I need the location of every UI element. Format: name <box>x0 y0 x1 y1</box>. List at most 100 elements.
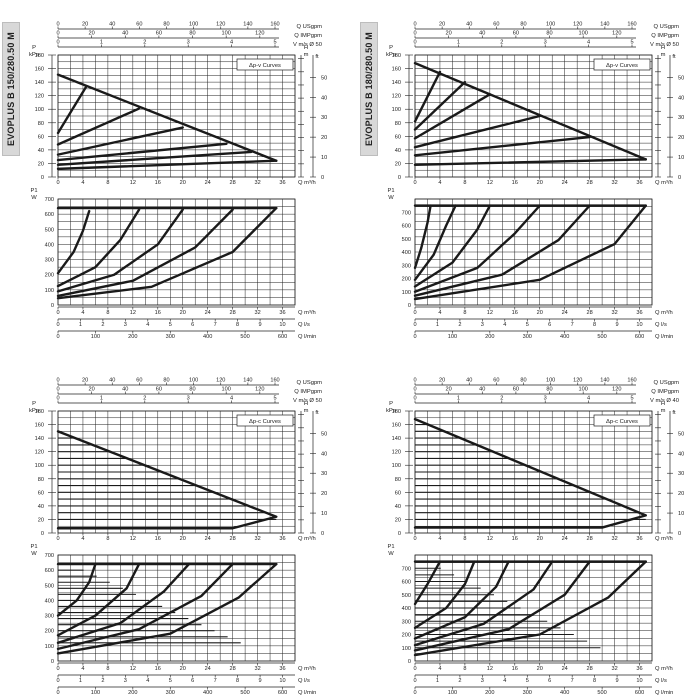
y-tick-label: 120 <box>35 450 44 456</box>
power-tick-label: 7 <box>571 678 574 684</box>
top-tick-label: 60 <box>136 378 142 384</box>
power-tick-label: 7 <box>214 678 217 684</box>
y3-tick-label: 30 <box>678 471 684 477</box>
power-tick-label: 16 <box>155 310 161 316</box>
power-tick-label: 0 <box>56 678 59 684</box>
top-tick-label: 120 <box>255 387 264 393</box>
power-y-tick-label: 400 <box>45 242 54 248</box>
power-curve <box>56 562 141 637</box>
top-axis-label: Q IMPgpm <box>294 33 322 39</box>
power-y-tick-label: 100 <box>402 646 411 652</box>
power-tick-label: 0 <box>413 310 416 316</box>
top-tick-label: 5 <box>273 396 276 402</box>
power-tick-label: 7 <box>214 322 217 328</box>
top-tick-label: 20 <box>89 387 95 393</box>
power-y-tick-label: 0 <box>408 659 411 665</box>
top-tick-label: 40 <box>122 31 128 37</box>
y-tick-label: 120 <box>392 94 401 100</box>
power-axis-label: Q l/s <box>298 322 310 328</box>
power-tick-label: 8 <box>593 322 596 328</box>
head-curve <box>413 61 647 161</box>
top-tick-label: 120 <box>216 22 225 28</box>
power-y-label: W <box>31 551 37 557</box>
top-tick-label: 0 <box>56 40 59 46</box>
top-tick-label: 0 <box>413 22 416 28</box>
x-tick-label: 0 <box>413 536 416 542</box>
power-tick-label: 1 <box>436 322 439 328</box>
power-tick-label: 8 <box>106 666 109 672</box>
top-tick-label: 0 <box>56 396 59 402</box>
top-tick-label: 5 <box>630 396 633 402</box>
y3-tick-label: 30 <box>321 471 327 477</box>
x-tick-label: 24 <box>562 180 568 186</box>
power-tick-label: 5 <box>526 678 529 684</box>
head-curve <box>413 114 541 149</box>
x-tick-label: 20 <box>537 536 543 542</box>
top-tick-label: 2 <box>143 40 146 46</box>
power-tick-label: 300 <box>523 690 532 696</box>
x-tick-label: 16 <box>155 180 161 186</box>
y3-tick-label: 40 <box>321 95 327 101</box>
top-tick-label: 60 <box>156 31 162 37</box>
power-tick-label: 0 <box>56 666 59 672</box>
power-curve <box>56 209 91 275</box>
top-tick-label: 1 <box>457 40 460 46</box>
y3-tick-label: 0 <box>678 175 681 181</box>
power-tick-label: 3 <box>481 322 484 328</box>
top-tick-label: 3 <box>187 40 190 46</box>
x-tick-label: 36 <box>636 536 642 542</box>
power-tick-label: 1 <box>436 678 439 684</box>
x-tick-label: 0 <box>56 536 59 542</box>
power-tick-label: 12 <box>130 666 136 672</box>
power-y-tick-label: 200 <box>402 633 411 639</box>
head-curve <box>413 93 492 140</box>
y-tick-label: 100 <box>392 107 401 113</box>
top-axis-label: V m/s Ø 50 <box>293 42 322 48</box>
top-axis-label: V m/s Ø 50 <box>650 42 679 48</box>
power-tick-label: 10 <box>279 322 285 328</box>
head-curve <box>413 135 591 157</box>
top-axis-label: Q USgpm <box>654 380 680 386</box>
x-tick-label: 4 <box>438 536 441 542</box>
x-tick-label: 20 <box>180 536 186 542</box>
power-y-label: P1 <box>30 544 37 550</box>
power-tick-label: 500 <box>597 690 606 696</box>
y-tick-label: 0 <box>41 531 44 537</box>
y-axis-label: kPa <box>386 408 397 414</box>
power-tick-label: 0 <box>413 334 416 340</box>
x-tick-label: 24 <box>562 536 568 542</box>
x-tick-label: 28 <box>230 180 236 186</box>
power-y-tick-label: 100 <box>45 644 54 650</box>
y3-axis-label: ft <box>315 410 319 416</box>
power-curve <box>56 562 234 651</box>
top-axis-label: Q IMPgpm <box>294 389 322 395</box>
power-y-label: P1 <box>30 188 37 194</box>
x-tick-label: 8 <box>463 536 466 542</box>
x-axis-label: Q m³/h <box>298 180 316 186</box>
top-tick-label: 20 <box>439 22 445 28</box>
power-tick-label: 9 <box>616 678 619 684</box>
top-axis-label: Q IMPgpm <box>651 33 679 39</box>
power-tick-label: 500 <box>240 334 249 340</box>
top-tick-label: 60 <box>493 378 499 384</box>
top-tick-label: 120 <box>216 378 225 384</box>
y-tick-label: 180 <box>392 53 401 59</box>
power-tick-label: 20 <box>180 310 186 316</box>
power-tick-label: 24 <box>205 310 211 316</box>
y3-tick-label: 20 <box>321 491 327 497</box>
top-tick-label: 0 <box>56 387 59 393</box>
y3-axis-label: ft <box>672 410 676 416</box>
power-y-label: W <box>31 195 37 201</box>
power-y-tick-label: 500 <box>45 583 54 589</box>
top-tick-label: 4 <box>230 396 233 402</box>
power-tick-label: 36 <box>279 666 285 672</box>
power-tick-label: 2 <box>458 322 461 328</box>
power-y-tick-label: 600 <box>45 212 54 218</box>
y-tick-label: 140 <box>35 436 44 442</box>
top-tick-label: 120 <box>255 31 264 37</box>
x-tick-label: 32 <box>254 536 260 542</box>
x-tick-label: 4 <box>81 180 84 186</box>
power-tick-label: 8 <box>463 666 466 672</box>
